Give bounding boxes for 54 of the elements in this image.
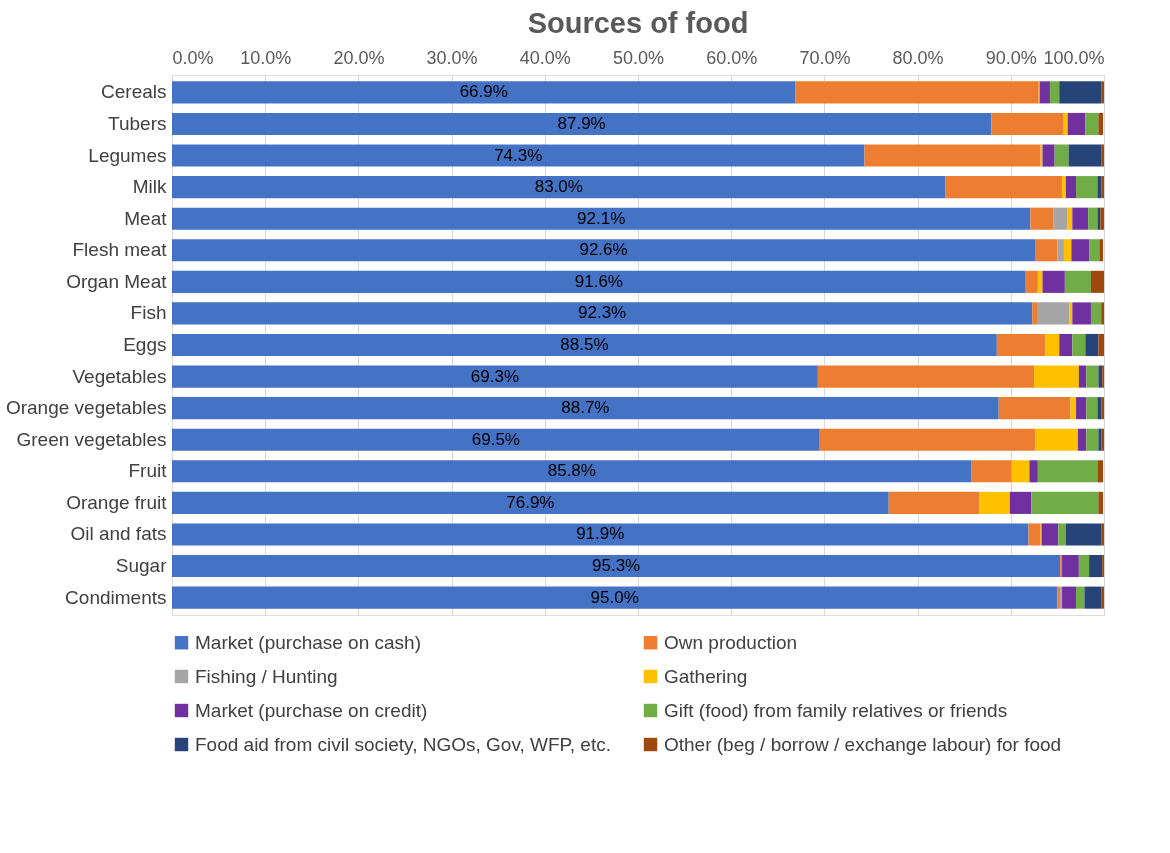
y-tick-label: Flesh meat [72, 239, 168, 261]
legend-label: Other (beg / borrow / exchange labour) for food [664, 733, 1062, 755]
x-tick-label: 70.0% [799, 47, 851, 68]
y-tick-label: Milk [132, 176, 167, 198]
data-label: 91.6% [574, 271, 623, 291]
legend-label: Own production [664, 631, 798, 653]
data-label: 92.6% [579, 240, 628, 260]
y-tick-label: Meat [124, 207, 168, 229]
x-tick-label: 90.0% [985, 47, 1037, 68]
data-label: 88.7% [561, 398, 610, 418]
data-label: 69.3% [470, 366, 520, 386]
data-label: 83.0% [534, 177, 583, 197]
data-label: 85.8% [547, 461, 596, 481]
y-tick-label: Tubers [108, 112, 167, 134]
y-tick-label: Legumes [88, 144, 167, 166]
x-tick-label: 0.0% [172, 47, 214, 68]
x-tick-label: 30.0% [426, 47, 478, 68]
y-tick-label: Orange vegetables [5, 397, 167, 419]
y-tick-label: Cereals [101, 81, 167, 103]
x-tick-label: 20.0% [333, 47, 385, 68]
legend-label: Gift (food) from family relatives or friends [664, 699, 1008, 721]
y-tick-label: Sugar [115, 555, 168, 577]
legend-label: Gathering [664, 665, 748, 687]
chart-title: Sources of food [527, 7, 749, 39]
y-tick-label: Condiments [65, 586, 167, 608]
x-tick-label: 60.0% [706, 47, 758, 68]
data-label: 87.9% [557, 113, 606, 133]
data-label: 69.5% [471, 429, 520, 449]
data-label: 74.3% [494, 145, 543, 165]
legend-label: Market (purchase on cash) [195, 631, 421, 653]
data-label: 88.5% [560, 335, 609, 354]
y-tick-label: Organ Meat [66, 270, 168, 292]
data-label: 92.1% [577, 208, 626, 228]
x-tick-label: 50.0% [612, 47, 665, 68]
y-tick-label: Fruit [128, 460, 168, 482]
y-tick-label: Green vegetables [16, 428, 167, 450]
x-tick-label: 10.0% [240, 47, 292, 68]
y-tick-label: Orange fruit [66, 491, 168, 513]
legend-label: Food aid from civil society, NGOs, Gov, WFP, etc. [195, 733, 611, 755]
data-label: 92.3% [578, 303, 627, 323]
y-tick-label: Oil and fats [70, 523, 167, 545]
y-tick-label: Vegetables [72, 365, 167, 387]
x-tick-label: 80.0% [892, 47, 944, 68]
x-tick-label: 100.0% [1043, 47, 1105, 68]
y-tick-label: Fish [130, 302, 167, 324]
legend-label: Fishing / Hunting [195, 665, 338, 687]
y-tick-label: Eggs [123, 334, 167, 355]
data-label: 91.9% [576, 524, 625, 544]
x-tick-label: 40.0% [519, 47, 571, 68]
data-label: 66.9% [459, 82, 508, 102]
data-label: 95.3% [592, 556, 641, 576]
legend-label: Market (purchase on credit) [195, 699, 428, 721]
data-label: 95.0% [590, 587, 639, 607]
data-label: 76.9% [506, 492, 555, 512]
